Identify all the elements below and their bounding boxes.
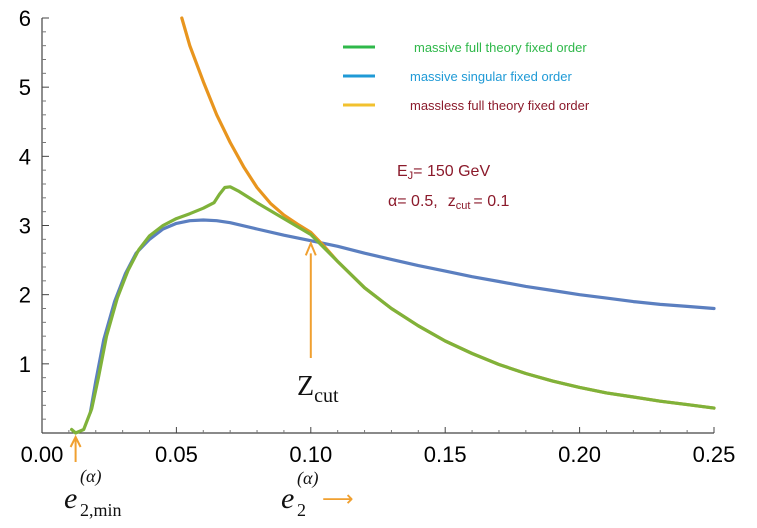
y-tick-label: 6 [19, 6, 31, 31]
zcut-label-sub: cut [314, 385, 339, 407]
emin-label-main: e [64, 482, 77, 515]
legend-label-massless-full: massless full theory fixed order [410, 98, 590, 113]
y-tick-label: 5 [19, 75, 31, 100]
emin-arrow-head [69, 434, 82, 448]
y-tick-label: 3 [19, 214, 31, 239]
params-alpha-zcut: α= 0.5, zcut = 0.1 [388, 193, 510, 212]
params-z: z [448, 193, 456, 210]
x-tick-label: 0.00 [21, 442, 64, 467]
xlabel-sup: (α) [297, 468, 318, 489]
params-z-rest: = 0.1 [473, 193, 509, 210]
x-tick-label: 0.20 [558, 442, 601, 467]
xlabel-sub: 2 [297, 500, 306, 520]
params-z-sub: cut [456, 200, 471, 212]
legend: massive full theory fixed order massive … [343, 40, 590, 113]
zcut-label-main: Z [297, 371, 314, 402]
emin-label-sup: (α) [80, 466, 101, 487]
params-energy-main: E [397, 163, 408, 180]
zcut-arrow-head [304, 240, 317, 256]
series-lines [70, 16, 716, 435]
y-tick-label: 2 [19, 283, 31, 308]
xlabel-arrow: ⟶ [322, 487, 354, 512]
emin-label-sub: 2,min [80, 500, 122, 520]
y-tick-label: 1 [19, 352, 31, 377]
emin-arrow [69, 434, 82, 462]
x-tick-label: 0.05 [155, 442, 198, 467]
params-energy: EJ= 150 GeV [397, 163, 490, 182]
params-energy-sub: J [408, 170, 414, 182]
emin-label: e [64, 482, 77, 515]
y-tick-label: 4 [19, 144, 31, 169]
series-massive-full [70, 185, 716, 435]
x-tick-label: 0.15 [424, 442, 467, 467]
xlabel-main: e [281, 482, 294, 515]
x-tick-label: 0.10 [289, 442, 332, 467]
params-alpha: α= 0.5, [388, 193, 438, 210]
axis-ticks: 0.00 0.05 0.10 0.15 0.20 0.25 1 2 3 4 5 6 [19, 6, 736, 467]
legend-label-massive-full: massive full theory fixed order [414, 40, 587, 55]
params-energy-rest: = 150 GeV [413, 163, 490, 180]
zcut-label: Zcut [297, 371, 339, 407]
legend-label-massive-singular: massive singular fixed order [410, 69, 573, 84]
x-tick-label: 0.25 [693, 442, 736, 467]
zcut-arrow [304, 240, 317, 358]
